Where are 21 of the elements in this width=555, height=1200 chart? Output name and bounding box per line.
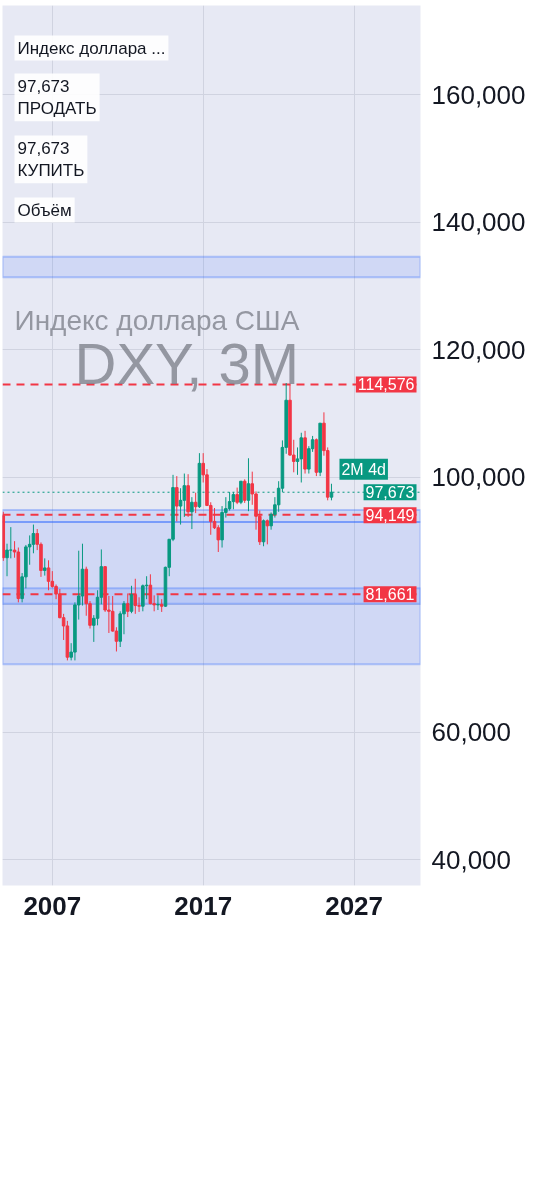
x-tick-label: 2027: [325, 890, 384, 921]
x-tick-label: 2007: [23, 890, 82, 921]
y-tick-label: 120,000: [431, 334, 526, 365]
annotation: Объём: [17, 200, 72, 220]
y-tick-label: 140,000: [431, 207, 526, 238]
ref-line-label: 97,673: [365, 484, 415, 502]
candlestick: [265, 518, 270, 545]
x-tick-label: 2017: [174, 890, 233, 921]
y-tick-label: 40,000: [431, 844, 512, 875]
annotation: 2M 4d: [341, 460, 386, 478]
annotation: 97,673 ПРОДАТЬ: [17, 76, 97, 119]
candlestick: [190, 496, 194, 530]
ref-line-label: 81,661: [365, 586, 415, 604]
candlestick: [156, 594, 160, 611]
ref-line-label: 94,149: [365, 507, 415, 525]
y-tick-label: 60,000: [431, 717, 512, 748]
ref-line-label: 114,576: [357, 376, 415, 394]
annotation: 97,673 КУПИТЬ: [17, 138, 85, 181]
y-tick-label: 160,000: [431, 79, 526, 110]
annotation: Индекс доллара ...: [17, 38, 166, 58]
y-tick-label: 100,000: [431, 462, 526, 493]
